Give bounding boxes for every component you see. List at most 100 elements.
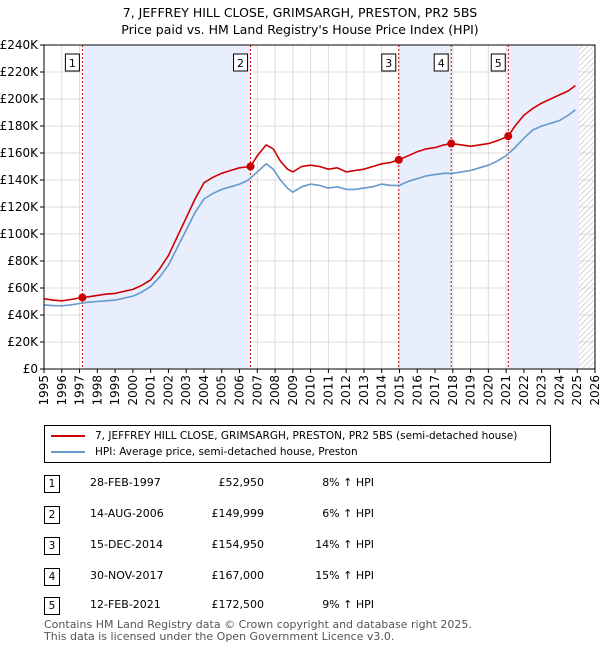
transaction-number: 1 (44, 475, 60, 493)
x-tick-label: 2012 (339, 375, 353, 406)
transaction-number: 5 (44, 597, 60, 615)
y-tick-label: £240K (0, 38, 39, 52)
x-tick-label: 2019 (464, 375, 478, 406)
transaction-price: £52,950 (218, 476, 265, 489)
sale-marker-box (490, 53, 506, 72)
x-tick-label: 2013 (357, 375, 371, 406)
sale-point (504, 132, 513, 141)
x-tick-label: 1999 (108, 375, 122, 406)
table-row: 4 30-NOV-2017 £167,000 15% ↑ HPI (44, 567, 544, 586)
y-tick-label: £140K (0, 173, 39, 187)
x-tick-label: 2021 (499, 375, 513, 406)
transaction-price: £172,500 (211, 598, 265, 611)
sale-point (394, 155, 403, 164)
y-tick-label: £160K (0, 146, 39, 160)
x-tick-label: 2020 (481, 375, 495, 406)
transaction-number: 3 (44, 537, 60, 555)
x-tick-label: 2018 (446, 375, 460, 406)
chart-title: 7, JEFFREY HILL CLOSE, GRIMSARGH, PRESTO… (122, 5, 478, 20)
x-tick-label: 2007 (250, 375, 264, 406)
table-row: 2 14-AUG-2006 £149,999 6% ↑ HPI (44, 505, 544, 524)
sale-marker-label: 4 (438, 57, 445, 70)
legend-item-property: 7, JEFFREY HILL CLOSE, GRIMSARGH, PRESTO… (51, 428, 517, 444)
footer-licence: This data is licensed under the Open Gov… (44, 630, 395, 643)
x-tick-label: 2023 (535, 375, 549, 406)
series-line (43, 84, 576, 302)
x-tick-label: 2005 (215, 375, 229, 406)
transaction-date: 28-FEB-1997 (90, 476, 161, 489)
x-tick-label: 2016 (410, 375, 424, 406)
sale-marker-box (433, 53, 449, 72)
x-tick-label: 2026 (588, 375, 600, 406)
y-tick-label: £40K (7, 308, 39, 322)
sale-marker-box (233, 53, 249, 72)
y-tick-label: £0 (23, 362, 38, 376)
x-tick-label: 1996 (55, 375, 69, 406)
y-tick-label: £80K (7, 254, 39, 268)
x-tick-label: 2001 (144, 375, 158, 406)
sale-marker-label: 1 (69, 57, 76, 70)
sale-point (246, 162, 255, 171)
legend-swatch-property (51, 435, 85, 437)
x-tick-label: 2022 (517, 375, 531, 406)
x-tick-label: 1995 (37, 375, 51, 406)
table-row: 1 28-FEB-1997 £52,950 8% ↑ HPI (44, 474, 544, 493)
x-tick-label: 2000 (126, 375, 140, 406)
x-tick-label: 2017 (428, 375, 442, 406)
x-tick-label: 2024 (552, 375, 566, 406)
legend-label-property: 7, JEFFREY HILL CLOSE, GRIMSARGH, PRESTO… (95, 430, 518, 442)
y-tick-label: £20K (7, 335, 39, 349)
table-row: 5 12-FEB-2021 £172,500 9% ↑ HPI (44, 596, 544, 615)
footer: Contains HM Land Registry data © Crown c… (44, 619, 472, 643)
price-chart: 1 2 3 4 5 £0 £20K £40K £60K £80K £100K £120K £140K £… (0, 38, 600, 406)
transaction-hpi: 8% ↑ HPI (322, 476, 374, 489)
sale-period-shading (508, 45, 580, 369)
y-tick-label: £120K (0, 200, 39, 214)
transaction-date: 15-DEC-2014 (90, 538, 164, 551)
y-tick-label: £100K (0, 227, 39, 241)
transaction-hpi: 6% ↑ HPI (322, 507, 374, 520)
transaction-price: £154,950 (211, 538, 265, 551)
x-tick-label: 2006 (233, 375, 247, 406)
x-tick-label: 2025 (570, 375, 584, 406)
legend-label-hpi: HPI: Average price, semi-detached house,… (95, 446, 358, 458)
legend: 7, JEFFREY HILL CLOSE, GRIMSARGH, PRESTO… (44, 425, 551, 463)
sale-period-shading (82, 45, 251, 369)
plot-frame (43, 44, 596, 370)
transaction-number: 2 (44, 506, 60, 524)
footer-copyright: Contains HM Land Registry data © Crown c… (44, 618, 472, 631)
sale-marker-box (381, 53, 397, 72)
transaction-hpi: 15% ↑ HPI (315, 569, 374, 582)
y-tick-label: £220K (0, 65, 39, 79)
x-tick-label: 2003 (179, 375, 193, 406)
x-tick-label: 2009 (286, 375, 300, 406)
x-tick-label: 2002 (161, 375, 175, 406)
legend-swatch-hpi (51, 451, 85, 453)
sale-point (78, 293, 87, 302)
chart-title-block: 7, JEFFREY HILL CLOSE, GRIMSARGH, PRESTO… (0, 4, 600, 38)
transaction-date: 30-NOV-2017 (90, 569, 164, 582)
series-line (43, 109, 576, 307)
x-tick-label: 1997 (73, 375, 87, 406)
sale-marker-label: 2 (237, 57, 244, 70)
sale-period-shading (398, 45, 452, 369)
x-tick-label: 2004 (197, 375, 211, 406)
forecast-hatch (579, 45, 595, 369)
table-row: 3 15-DEC-2014 £154,950 14% ↑ HPI (44, 536, 544, 555)
transaction-date: 12-FEB-2021 (90, 598, 161, 611)
x-tick-label: 2014 (375, 375, 389, 406)
y-tick-label: £180K (0, 119, 39, 133)
y-tick-label: £60K (7, 281, 39, 295)
x-tick-label: 2008 (268, 375, 282, 406)
chart-subtitle: Price paid vs. HM Land Registry's House … (121, 22, 479, 37)
x-tick-label: 2010 (304, 375, 318, 406)
x-tick-label: 2015 (392, 375, 406, 406)
sale-marker-label: 3 (385, 57, 392, 70)
sale-point (447, 139, 456, 148)
transaction-price: £167,000 (211, 569, 265, 582)
transaction-hpi: 9% ↑ HPI (322, 598, 374, 611)
y-tick-label: £200K (0, 92, 39, 106)
x-tick-label: 1998 (90, 375, 104, 406)
sale-marker-label: 5 (495, 57, 502, 70)
transaction-number: 4 (44, 568, 60, 586)
